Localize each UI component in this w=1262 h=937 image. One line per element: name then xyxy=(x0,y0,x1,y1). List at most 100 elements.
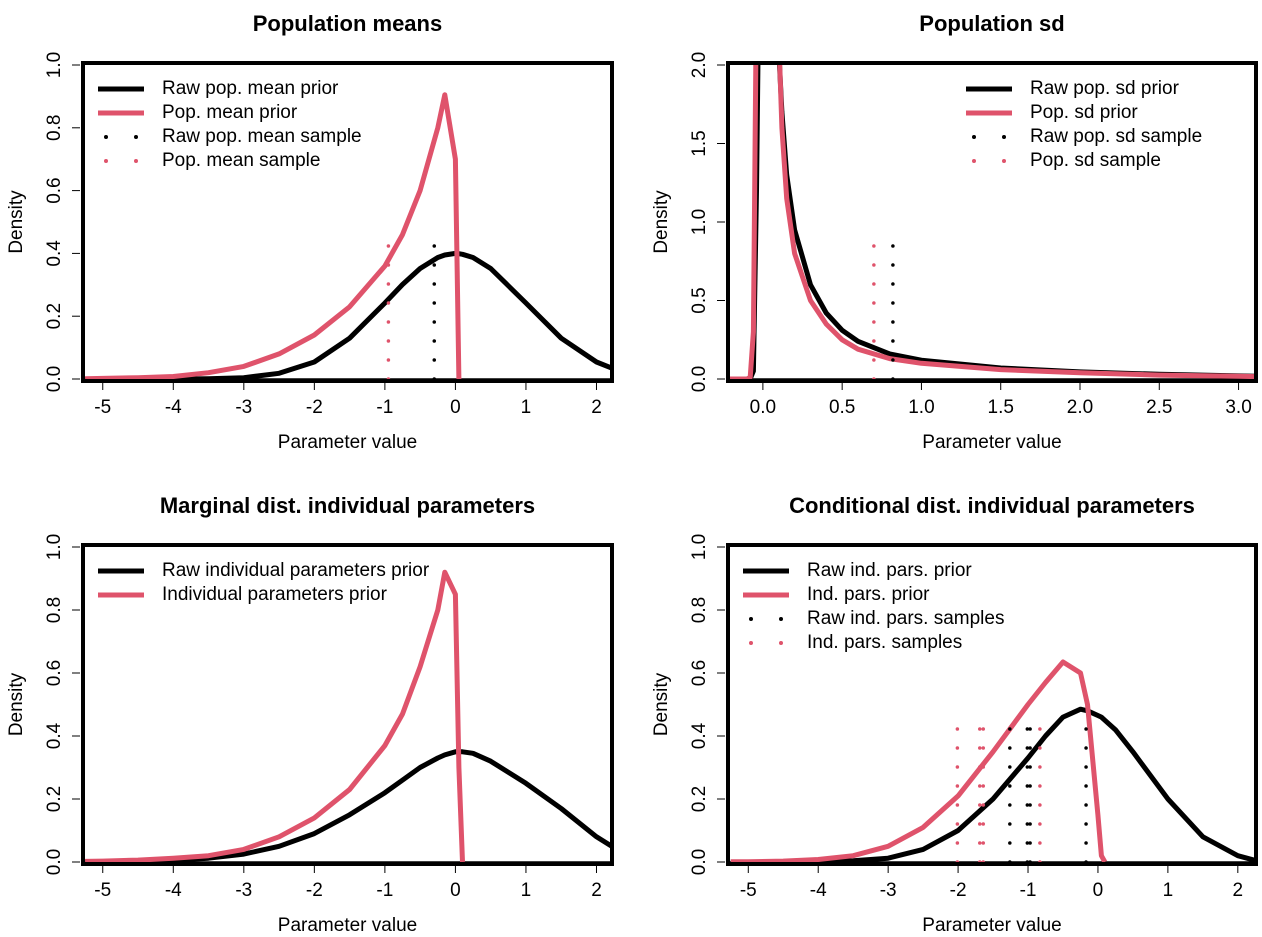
x-tick-label: -2 xyxy=(306,880,323,901)
y-tick-label: 1.0 xyxy=(689,209,710,235)
x-tick-label: -1 xyxy=(376,880,393,901)
x-tick-label: -2 xyxy=(950,880,967,901)
legend-label: Raw individual parameters prior xyxy=(162,560,430,581)
legend-dot xyxy=(972,135,976,139)
y-tick-label: 2.0 xyxy=(689,52,710,78)
x-tick-label: -3 xyxy=(235,880,252,901)
y-tick-label: 1.0 xyxy=(44,52,65,78)
y-axis-label: Density xyxy=(651,672,672,736)
x-tick-label: -2 xyxy=(306,397,323,418)
y-tick-label: 1.0 xyxy=(689,534,710,560)
x-tick-label: 2.5 xyxy=(1146,397,1172,418)
x-tick-label: -1 xyxy=(376,397,393,418)
density-line xyxy=(85,749,612,864)
legend-dot xyxy=(134,159,138,163)
chart-title: Conditional dist. individual parameters xyxy=(789,493,1195,518)
y-tick-label: 0.8 xyxy=(44,115,65,141)
x-axis-label: Parameter value xyxy=(922,915,1061,936)
x-tick-label: -5 xyxy=(94,397,111,418)
y-tick-label: 0.6 xyxy=(44,660,65,686)
x-tick-label: 3.0 xyxy=(1225,397,1251,418)
legend-label: Raw pop. sd prior xyxy=(1030,78,1180,99)
x-tick-label: -5 xyxy=(740,880,757,901)
x-axis-label: Parameter value xyxy=(278,432,417,453)
y-tick-label: 0.8 xyxy=(44,597,65,623)
x-tick-label: 0 xyxy=(1093,880,1104,901)
y-tick-label: 0.6 xyxy=(689,660,710,686)
legend-label: Raw pop. sd sample xyxy=(1030,126,1202,147)
x-tick-label: -1 xyxy=(1020,880,1037,901)
legend-dot xyxy=(972,159,976,163)
y-tick-label: 0.4 xyxy=(44,240,65,267)
y-axis-label: Density xyxy=(651,190,672,254)
legend-dot xyxy=(779,641,783,645)
x-tick-label: -5 xyxy=(94,880,111,901)
x-tick-label: 1.5 xyxy=(988,397,1014,418)
x-tick-label: 1 xyxy=(521,397,532,418)
y-tick-label: 0.6 xyxy=(44,177,65,203)
y-axis-label: Density xyxy=(6,672,27,736)
y-tick-label: 0.0 xyxy=(44,366,65,392)
x-axis-label: Parameter value xyxy=(278,915,417,936)
x-tick-label: -4 xyxy=(810,880,827,901)
legend-label: Ind. pars. samples xyxy=(807,632,962,653)
plot-area xyxy=(728,63,1256,381)
plot-frame xyxy=(81,543,614,866)
x-tick-label: 1 xyxy=(1163,880,1174,901)
plot-frame xyxy=(81,61,614,383)
plot-area xyxy=(83,569,612,864)
plot-area xyxy=(728,659,1256,864)
x-tick-label: -3 xyxy=(880,880,897,901)
legend-label: Raw ind. pars. prior xyxy=(807,560,972,581)
x-tick-label: 2.0 xyxy=(1067,397,1093,418)
legend-label: Ind. pars. prior xyxy=(807,584,930,605)
x-tick-label: 0 xyxy=(450,880,461,901)
density-line xyxy=(728,63,1256,381)
legend-label: Raw pop. mean sample xyxy=(162,126,362,147)
x-tick-label: 0.5 xyxy=(829,397,855,418)
y-tick-label: 1.0 xyxy=(44,534,65,560)
y-tick-label: 0.0 xyxy=(44,849,65,875)
x-tick-label: 0 xyxy=(450,397,461,418)
legend-label: Raw ind. pars. samples xyxy=(807,608,1004,629)
chart-title: Marginal dist. individual parameters xyxy=(160,493,535,518)
legend-label: Pop. mean sample xyxy=(162,150,320,171)
y-tick-label: 0.8 xyxy=(689,597,710,623)
chart-title: Population means xyxy=(253,11,442,36)
x-tick-label: -4 xyxy=(165,880,182,901)
x-tick-label: 0.0 xyxy=(750,397,776,418)
x-tick-label: 1 xyxy=(521,880,532,901)
x-tick-label: 2 xyxy=(591,397,602,418)
y-tick-label: 1.5 xyxy=(689,130,710,156)
chart-title: Population sd xyxy=(919,11,1064,36)
legend-dot xyxy=(1002,135,1006,139)
y-axis-label: Density xyxy=(6,190,27,254)
density-line xyxy=(85,92,462,381)
plot-frame xyxy=(726,543,1258,866)
legend-label: Pop. sd prior xyxy=(1030,102,1138,123)
density-line xyxy=(728,63,1256,381)
x-tick-label: 2 xyxy=(591,880,602,901)
legend-label: Raw pop. mean prior xyxy=(162,78,339,99)
x-tick-label: -3 xyxy=(235,397,252,418)
plot-frame xyxy=(726,61,1258,383)
legend-dot xyxy=(1002,159,1006,163)
density-line xyxy=(85,250,612,381)
legend-dot xyxy=(749,641,753,645)
density-line xyxy=(730,706,1256,864)
legend-dot xyxy=(134,135,138,139)
legend-dot xyxy=(749,617,753,621)
legend-dot xyxy=(104,135,108,139)
x-tick-label: 2 xyxy=(1233,880,1244,901)
density-line xyxy=(85,569,465,864)
legend-label: Pop. mean prior xyxy=(162,102,298,123)
y-tick-label: 0.5 xyxy=(689,287,710,313)
legend-label: Individual parameters prior xyxy=(162,584,388,605)
legend-dot xyxy=(104,159,108,163)
legend-dot xyxy=(779,617,783,621)
legend-label: Pop. sd sample xyxy=(1030,150,1161,171)
y-tick-label: 0.2 xyxy=(44,786,65,812)
x-tick-label: -4 xyxy=(165,397,182,418)
density-line xyxy=(730,659,1108,864)
